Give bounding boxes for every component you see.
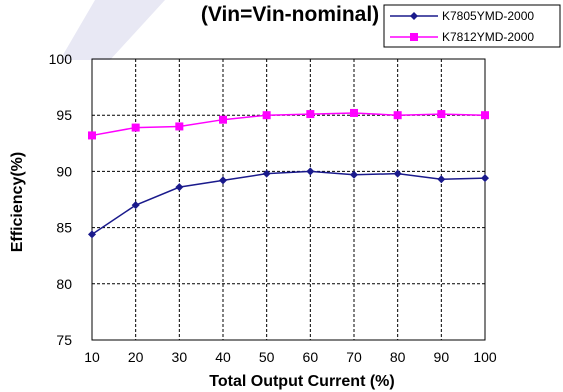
x-tick-label: 80 bbox=[390, 349, 406, 365]
data-point-square bbox=[219, 115, 227, 124]
x-tick-label: 90 bbox=[434, 349, 450, 365]
series-line bbox=[91, 170, 486, 235]
y-tick-label: 95 bbox=[56, 107, 72, 123]
legend: K7805YMD-2000 K7812YMD-2000 bbox=[383, 4, 561, 48]
y-tick-label: 100 bbox=[49, 51, 73, 67]
data-point-square bbox=[393, 111, 402, 120]
series-k7812ymd-2000 bbox=[88, 108, 489, 140]
data-point-square bbox=[437, 110, 446, 119]
x-tick-label: 20 bbox=[128, 349, 144, 365]
series-line bbox=[91, 112, 486, 137]
data-point-square bbox=[131, 123, 140, 132]
series-k7805ymd-2000 bbox=[88, 167, 489, 239]
data-point-diamond bbox=[175, 183, 184, 192]
y-axis-title: Efficiency(%) bbox=[9, 152, 26, 252]
data-point-diamond bbox=[131, 201, 140, 210]
data-point-square bbox=[350, 108, 358, 117]
data-point-square bbox=[306, 110, 315, 119]
tick-labels: 10 20 30 40 50 60 70 80 90 100 75 80 85 90 95 100 bbox=[49, 51, 497, 365]
legend-marker-diamond bbox=[410, 12, 418, 20]
data-point-diamond bbox=[350, 170, 358, 179]
data-point-diamond bbox=[306, 167, 315, 176]
legend-label-k7812: K7812YMD-2000 bbox=[442, 30, 534, 44]
chart-title: (Vin=Vin-nominal) bbox=[201, 3, 379, 26]
data-point-square bbox=[175, 122, 184, 131]
x-tick-label: 70 bbox=[346, 349, 362, 365]
data-point-square bbox=[88, 131, 96, 140]
data-point-square bbox=[481, 111, 489, 120]
data-point-diamond bbox=[481, 174, 489, 183]
data-point-diamond bbox=[437, 175, 446, 184]
legend-label-k7805: K7805YMD-2000 bbox=[442, 9, 534, 23]
x-tick-label: 100 bbox=[473, 349, 497, 365]
data-point-diamond bbox=[393, 169, 402, 178]
x-tick-label: 50 bbox=[259, 349, 275, 365]
x-tick-label: 30 bbox=[172, 349, 188, 365]
background-watermark bbox=[60, 0, 165, 60]
x-tick-label: 10 bbox=[84, 349, 100, 365]
x-tick-label: 40 bbox=[215, 349, 231, 365]
data-point-diamond bbox=[262, 169, 271, 178]
y-tick-label: 75 bbox=[56, 332, 72, 348]
data-point-diamond bbox=[219, 176, 227, 185]
data-point-diamond bbox=[88, 230, 96, 239]
y-tick-label: 80 bbox=[56, 276, 72, 292]
y-tick-label: 90 bbox=[56, 163, 72, 179]
y-tick-label: 85 bbox=[56, 220, 72, 236]
legend-marker-square bbox=[410, 33, 418, 41]
series-layer bbox=[88, 108, 489, 239]
x-axis-title: Total Output Current (%) bbox=[209, 373, 394, 390]
x-tick-label: 60 bbox=[303, 349, 319, 365]
data-point-square bbox=[262, 111, 271, 120]
plot-frame bbox=[91, 58, 486, 341]
